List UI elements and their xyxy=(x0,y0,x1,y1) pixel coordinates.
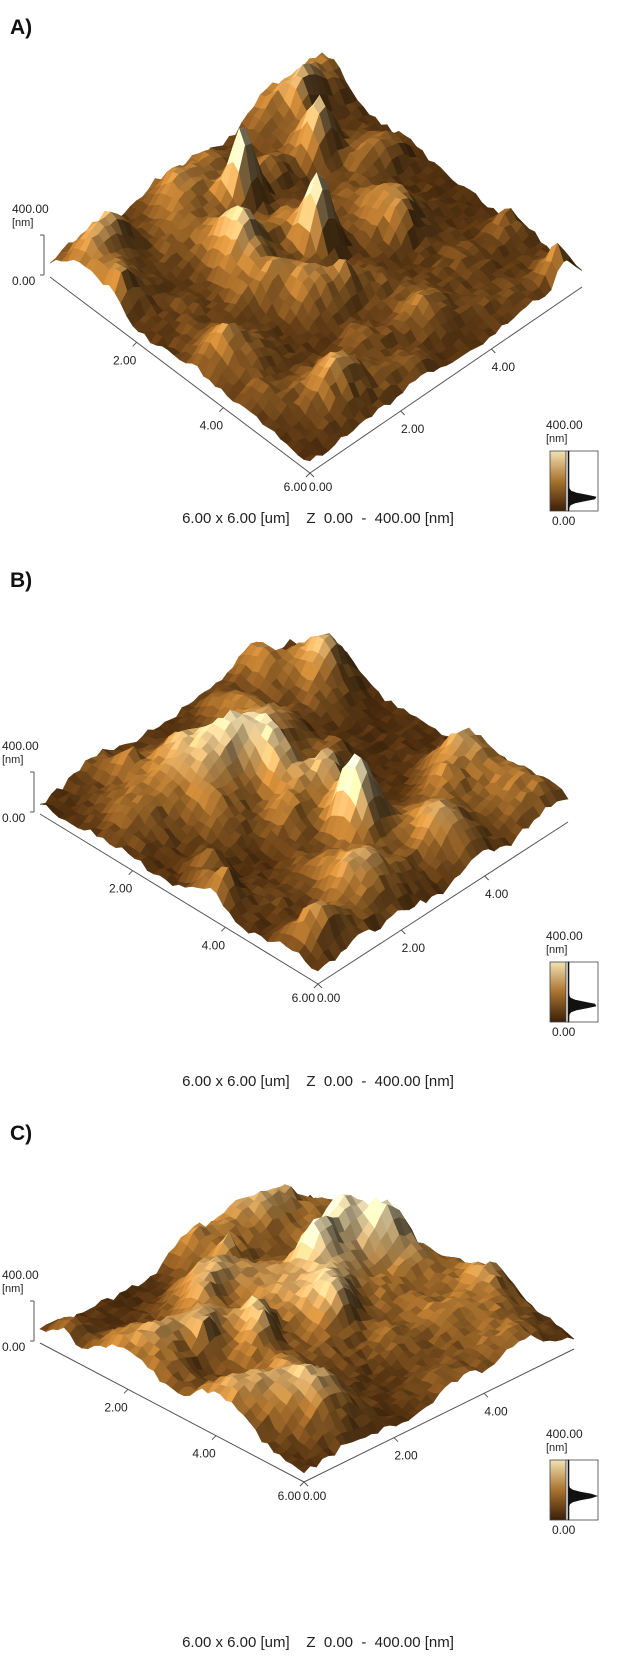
afm-panel-a: A) 2.00 4.00 6.00 0.00 2.00 4.00 400.00 [nm] 0.0… xyxy=(0,0,636,553)
topography-surface xyxy=(39,633,569,972)
z-axis-unit-label: [nm] xyxy=(12,217,33,229)
x-axis-tick-label: 2.00 xyxy=(104,1400,128,1414)
afm-3d-surface-c: 2.004.006.00 0.002.004.00400.00[nm]0.0040… xyxy=(2,1184,599,1537)
z-axis-unit-label: [nm] xyxy=(2,754,23,766)
colorbar xyxy=(549,450,567,512)
x-axis-tick-label: 2.00 xyxy=(109,882,133,896)
y-axis-tick-label: 4.00 xyxy=(484,1404,508,1418)
y-axis-tick-label: 4.00 xyxy=(492,360,516,374)
y-axis-tick-label: 0.00 xyxy=(303,1489,327,1503)
z-axis-max-label: 400.00 xyxy=(2,1268,39,1282)
histogram-distribution xyxy=(567,450,597,512)
colorbar-max-label: 400.00 xyxy=(546,929,583,943)
y-axis-tick-label: 2.00 xyxy=(402,941,426,955)
afm-panel-b: B) 2.00 4.00 6.00 0.00 2.00 4.00 400.00 [nm] 0.0… xyxy=(0,553,636,1106)
afm-panel-c: C) 2.00 4.00 6.00 0.00 2.00 4.00 400.00 [nm] 0.0… xyxy=(0,1106,636,1659)
z-axis-unit-label: [nm] xyxy=(2,1283,23,1295)
scan-size-caption: 6.00 x 6.00 [um] Z 0.00 - 400.00 [nm] xyxy=(182,1073,454,1090)
panel-label: C) xyxy=(10,1122,33,1145)
colorbar-unit-label: [nm] xyxy=(546,433,567,445)
scan-size-caption: 6.00 x 6.00 [um] Z 0.00 - 400.00 [nm] xyxy=(182,510,454,527)
axis-frame xyxy=(30,1300,575,1487)
colorbar xyxy=(549,961,567,1023)
x-axis-tick-label: 4.00 xyxy=(200,419,224,433)
x-axis-tick-label: 6.00 xyxy=(284,480,308,494)
scan-size-caption: 6.00 x 6.00 [um] Z 0.00 - 400.00 [nm] xyxy=(182,1634,454,1651)
x-axis-tick-label: 6.00 xyxy=(292,991,316,1005)
y-axis-tick-label: 0.00 xyxy=(317,991,341,1005)
panel-label: A) xyxy=(10,16,33,39)
topography-surface xyxy=(49,52,583,462)
x-axis-tick-label: 2.00 xyxy=(113,353,137,367)
histogram-distribution xyxy=(567,1459,598,1521)
height-histogram xyxy=(565,961,599,1023)
topography-surface xyxy=(39,1184,575,1474)
histogram-distribution xyxy=(567,961,597,1023)
axis-frame xyxy=(40,234,583,478)
y-axis-tick-label: 0.00 xyxy=(309,480,333,494)
colorbar-max-label: 400.00 xyxy=(546,418,583,432)
axis-frame xyxy=(30,771,569,989)
colorbar-min-label: 0.00 xyxy=(552,1523,576,1537)
y-axis-tick-label: 2.00 xyxy=(394,1449,418,1463)
afm-3d-surface-a: 2.004.006.00 0.002.004.00400.00[nm]0.0040… xyxy=(12,52,599,528)
colorbar xyxy=(549,1459,567,1521)
colorbar-min-label: 0.00 xyxy=(552,1025,576,1039)
z-axis-min-label: 0.00 xyxy=(2,811,26,825)
panel-label: B) xyxy=(10,569,33,592)
z-axis-min-label: 0.00 xyxy=(12,274,36,288)
x-axis-tick-label: 4.00 xyxy=(192,1447,216,1461)
z-axis-max-label: 400.00 xyxy=(2,739,39,753)
z-axis-min-label: 0.00 xyxy=(2,1340,26,1354)
colorbar-unit-label: [nm] xyxy=(546,944,567,956)
afm-3d-surface-b: 2.004.006.00 0.002.004.00400.00[nm]0.0040… xyxy=(2,633,599,1039)
colorbar-min-label: 0.00 xyxy=(552,514,576,528)
x-axis-tick-label: 4.00 xyxy=(202,938,226,952)
colorbar-max-label: 400.00 xyxy=(546,1427,583,1441)
y-axis-tick-label: 4.00 xyxy=(485,887,509,901)
y-axis-tick-label: 2.00 xyxy=(401,422,425,436)
x-axis-tick-label: 6.00 xyxy=(278,1489,302,1503)
colorbar-unit-label: [nm] xyxy=(546,1442,567,1454)
z-axis-max-label: 400.00 xyxy=(12,202,49,216)
